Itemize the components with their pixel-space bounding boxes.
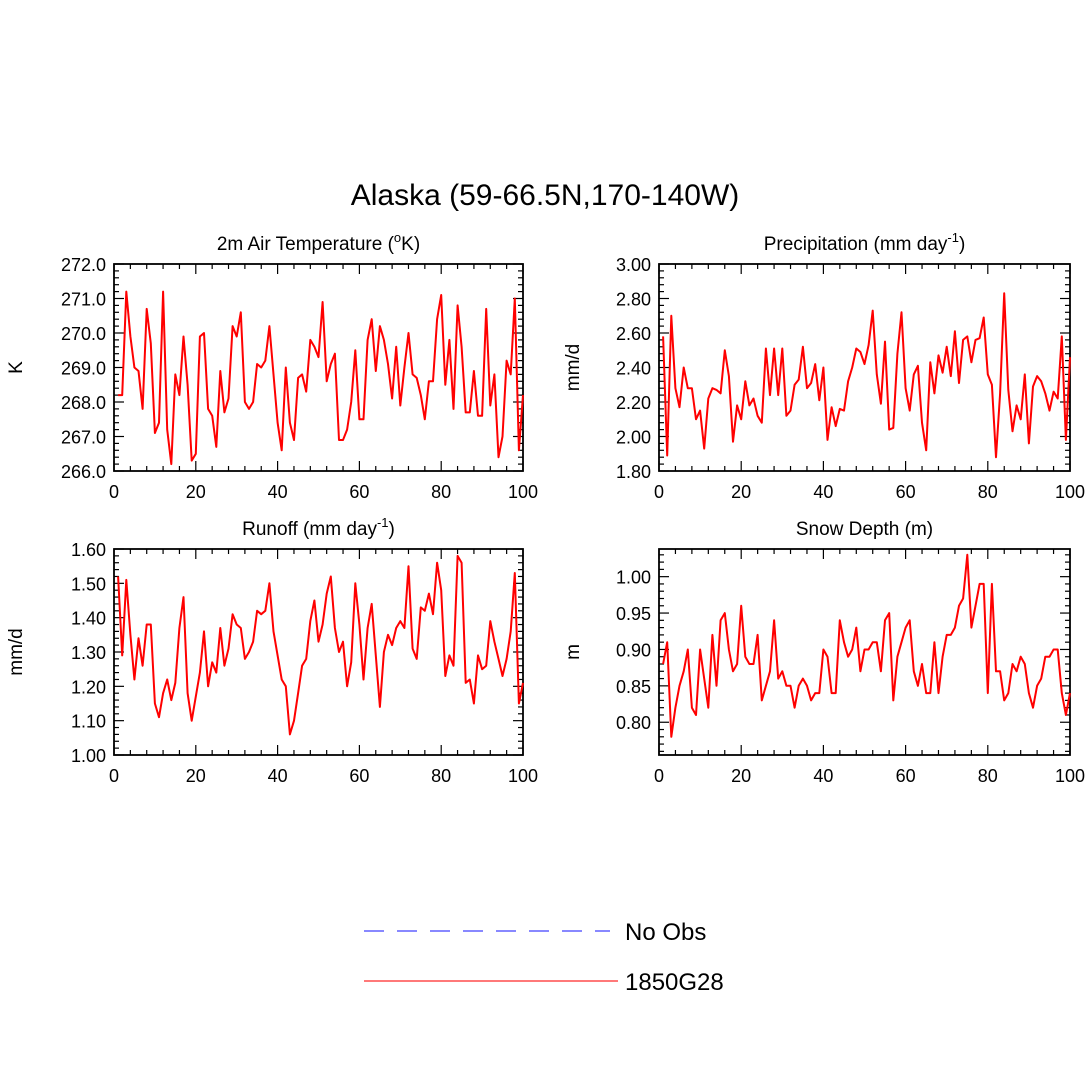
panel-runoff: 0 20 40 60 80 100 1.00 1.10 1.20 1.30 1.40 1.50 1.60… — [6, 515, 538, 786]
x-tick-label: 80 — [978, 766, 998, 786]
x-tick-label: 20 — [731, 766, 751, 786]
y-tick-label: 268.0 — [61, 393, 106, 413]
x-tick-label: 60 — [349, 766, 369, 786]
x-tick-label: 60 — [896, 766, 916, 786]
y-tick-label: 1.30 — [71, 643, 106, 663]
plot-frame — [658, 548, 1071, 756]
y-axis-label: K — [6, 361, 27, 374]
y-tick-label: 2.40 — [616, 359, 651, 379]
x-tick-label: 20 — [731, 482, 751, 502]
series-line-1850g28 — [662, 292, 1071, 459]
y-tick-label: 1.50 — [71, 574, 106, 594]
y-tick-label: 3.00 — [616, 255, 651, 275]
figure-title: Alaska (59-66.5N,170-140W) — [351, 179, 740, 212]
x-tick-label: 0 — [654, 482, 664, 502]
x-tick-label: 100 — [1055, 766, 1085, 786]
y-tick-label: 2.60 — [616, 324, 651, 344]
x-tick-label: 40 — [268, 766, 288, 786]
y-tick-label: 1.00 — [71, 746, 106, 766]
plot-frame — [113, 263, 524, 472]
y-tick-label: 0.90 — [616, 640, 651, 660]
panel-temperature: 0 20 40 60 80 100 266.0 267.0 268.0 269.0 270.0 271… — [6, 230, 538, 502]
x-tick-label: 100 — [508, 766, 538, 786]
y-axis-label: mm/d — [6, 628, 27, 676]
y-tick-label: 1.10 — [71, 712, 106, 732]
x-tick-label: 80 — [431, 766, 451, 786]
x-tick-label: 20 — [186, 766, 206, 786]
x-tick-label: 40 — [813, 766, 833, 786]
x-tick-label: 40 — [268, 482, 288, 502]
x-tick-label: 80 — [431, 482, 451, 502]
y-tick-label: 267.0 — [61, 428, 106, 448]
y-tick-label: 1.20 — [71, 677, 106, 697]
x-tick-label: 60 — [349, 482, 369, 502]
y-tick-label: 269.0 — [61, 359, 106, 379]
y-axis-label: m — [563, 644, 584, 660]
x-tick-label: 60 — [896, 482, 916, 502]
y-tick-label: 0.85 — [616, 677, 651, 697]
y-tick-label: 2.00 — [616, 428, 651, 448]
y-tick-label: 1.00 — [616, 568, 651, 588]
y-axis-label: mm/d — [563, 344, 584, 392]
panel-title: Runoff (mm day-1) — [242, 515, 395, 540]
legend-label-no-obs: No Obs — [625, 919, 706, 946]
x-tick-label: 100 — [1055, 482, 1085, 502]
x-tick-label: 80 — [978, 482, 998, 502]
y-tick-label: 272.0 — [61, 255, 106, 275]
y-tick-label: 1.80 — [616, 462, 651, 482]
legend-label-1850g28: 1850G28 — [625, 969, 724, 996]
y-tick-label: 0.80 — [616, 713, 651, 733]
y-tick-label: 2.80 — [616, 290, 651, 310]
legend: No Obs 1850G28 — [364, 919, 724, 996]
panel-title: Precipitation (mm day-1) — [764, 230, 966, 255]
x-tick-label: 100 — [508, 482, 538, 502]
y-tick-label: 1.60 — [71, 540, 106, 560]
y-tick-label: 271.0 — [61, 290, 106, 310]
panel-precipitation: 0 20 40 60 80 100 1.80 2.00 2.20 2.40 2.60 2.80 3.00… — [563, 230, 1085, 502]
y-tick-label: 0.95 — [616, 604, 651, 624]
series-line-1850g28 — [117, 554, 524, 736]
panel-snow-depth: 0 20 40 60 80 100 0.80 0.85 0.90 0.95 1.00 m Snow De… — [563, 519, 1085, 786]
x-tick-label: 40 — [813, 482, 833, 502]
x-tick-label: 0 — [654, 766, 664, 786]
x-tick-label: 0 — [109, 766, 119, 786]
series-line-1850g28 — [118, 290, 524, 466]
y-tick-label: 1.40 — [71, 609, 106, 629]
x-tick-label: 0 — [109, 482, 119, 502]
y-tick-label: 270.0 — [61, 324, 106, 344]
series-line-1850g28 — [662, 553, 1071, 738]
panel-title: Snow Depth (m) — [796, 519, 933, 540]
panel-title: 2m Air Temperature (oK) — [217, 230, 420, 255]
x-tick-label: 20 — [186, 482, 206, 502]
y-tick-label: 2.20 — [616, 393, 651, 413]
y-tick-label: 266.0 — [61, 462, 106, 482]
